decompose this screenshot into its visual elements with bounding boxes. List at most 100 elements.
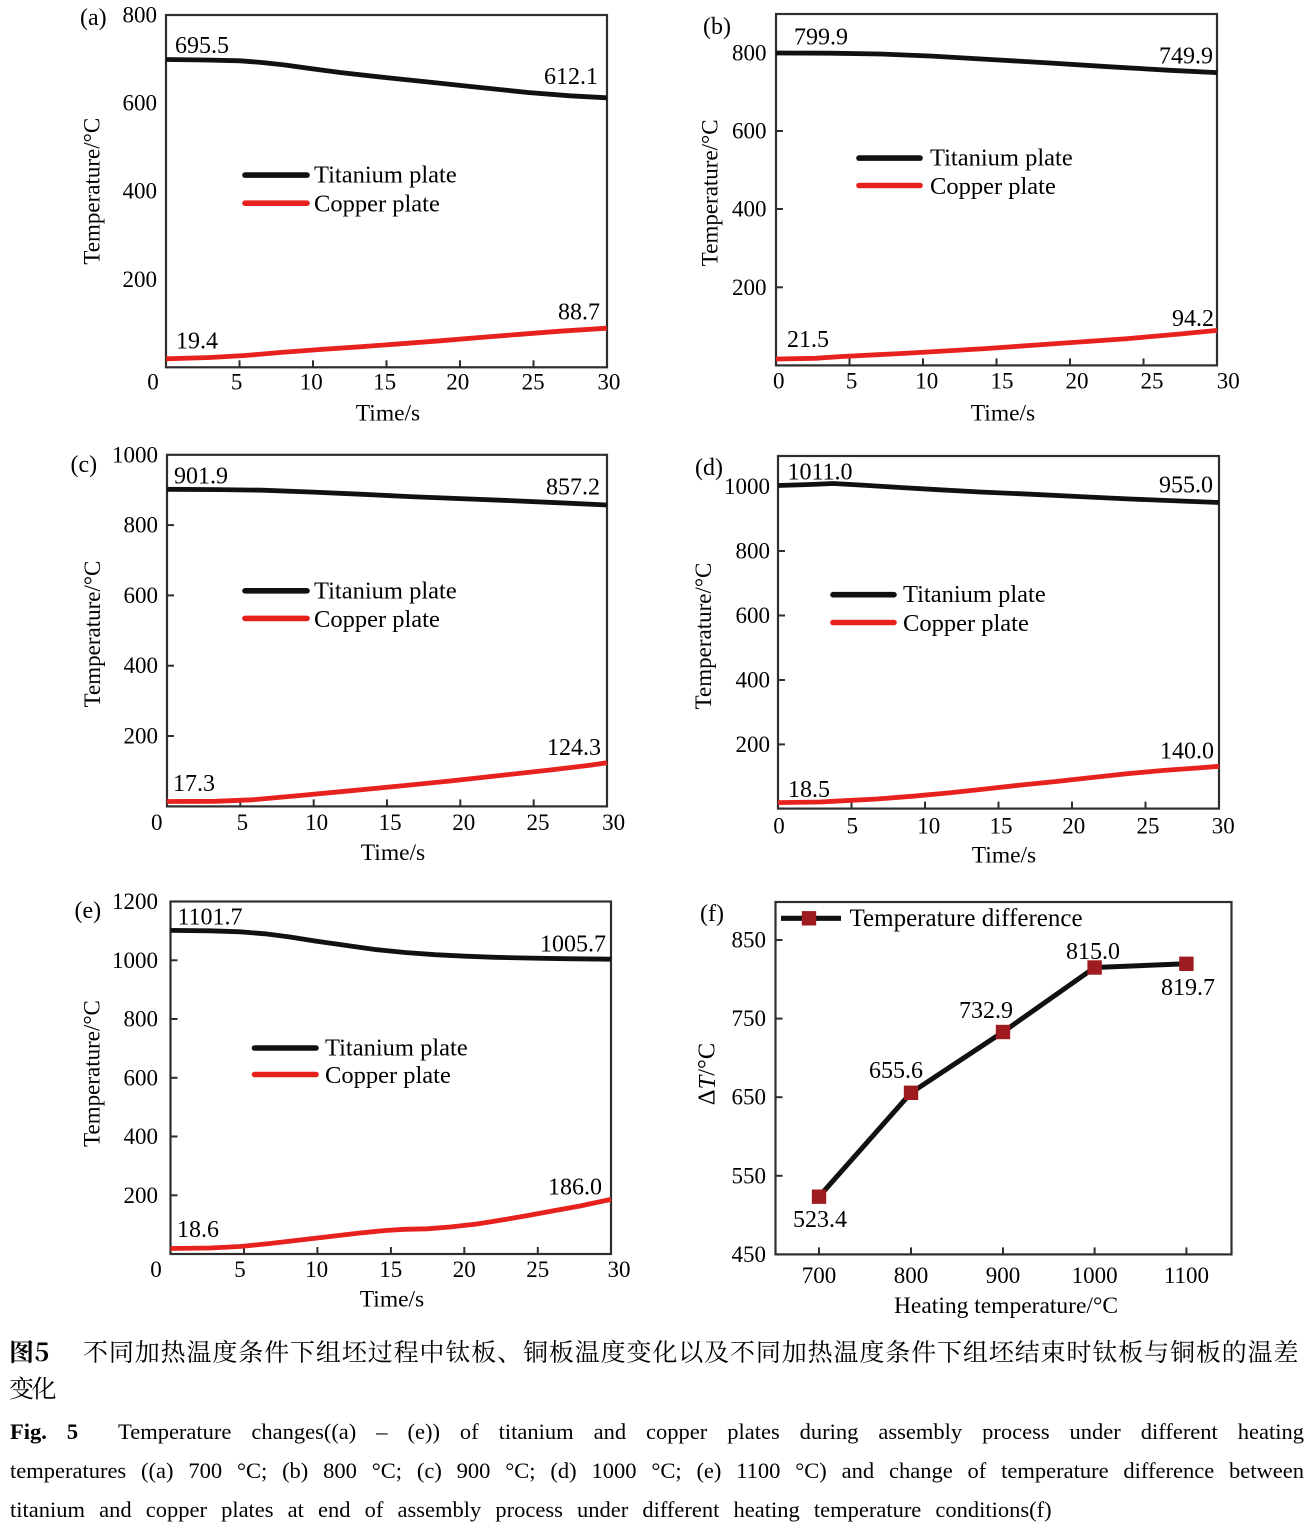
- svg-text:Time/s: Time/s: [361, 840, 425, 866]
- svg-text:400: 400: [124, 653, 159, 678]
- svg-text:Temperature/°C: Temperature/°C: [691, 563, 716, 710]
- svg-text:955.0: 955.0: [1159, 473, 1213, 499]
- svg-text:5: 5: [847, 814, 859, 839]
- svg-text:450: 450: [732, 1242, 767, 1267]
- svg-text:17.3: 17.3: [173, 771, 215, 797]
- svg-text:30: 30: [1217, 369, 1240, 394]
- svg-text:200: 200: [124, 724, 159, 749]
- svg-text:523.4: 523.4: [793, 1207, 847, 1233]
- svg-text:Time/s: Time/s: [360, 1287, 424, 1313]
- svg-text:Temperature/°C: Temperature/°C: [80, 1000, 105, 1147]
- svg-text:(e): (e): [75, 898, 102, 924]
- svg-text:655.6: 655.6: [869, 1058, 923, 1084]
- svg-text:15: 15: [379, 1257, 402, 1282]
- svg-text:88.7: 88.7: [558, 300, 600, 326]
- svg-text:10: 10: [915, 369, 938, 394]
- svg-text:Temperature/°C: Temperature/°C: [80, 561, 105, 708]
- svg-text:25: 25: [526, 1257, 549, 1282]
- svg-text:200: 200: [732, 275, 767, 300]
- svg-text:21.5: 21.5: [787, 327, 829, 353]
- svg-text:1000: 1000: [1072, 1263, 1118, 1288]
- svg-text:857.2: 857.2: [546, 475, 600, 501]
- svg-text:10: 10: [300, 370, 323, 395]
- svg-text:0: 0: [773, 369, 785, 394]
- svg-text:186.0: 186.0: [548, 1175, 602, 1201]
- svg-text:Copper plate: Copper plate: [903, 610, 1029, 637]
- svg-text:612.1: 612.1: [544, 64, 598, 90]
- svg-text:(a): (a): [80, 5, 107, 31]
- svg-text:1100: 1100: [1164, 1263, 1209, 1288]
- svg-text:800: 800: [732, 41, 767, 66]
- svg-text:15: 15: [379, 810, 402, 835]
- svg-text:15: 15: [373, 370, 396, 395]
- svg-text:1011.0: 1011.0: [787, 460, 852, 486]
- svg-text:1101.7: 1101.7: [177, 905, 242, 931]
- svg-text:19.4: 19.4: [176, 329, 218, 355]
- svg-text:600: 600: [736, 603, 771, 628]
- svg-text:25: 25: [1141, 369, 1164, 394]
- svg-text:20: 20: [446, 370, 469, 395]
- svg-text:30: 30: [1212, 814, 1235, 839]
- svg-text:799.9: 799.9: [794, 25, 848, 51]
- svg-text:0: 0: [151, 810, 163, 835]
- svg-text:18.6: 18.6: [177, 1217, 219, 1243]
- svg-text:ΔT/°C: ΔT/°C: [694, 1043, 721, 1105]
- svg-text:5: 5: [231, 370, 243, 395]
- svg-text:5: 5: [237, 810, 249, 835]
- svg-text:5: 5: [234, 1257, 246, 1282]
- svg-text:700: 700: [802, 1263, 837, 1288]
- svg-text:650: 650: [732, 1085, 767, 1110]
- svg-text:Copper plate: Copper plate: [325, 1062, 451, 1089]
- svg-text:800: 800: [736, 539, 771, 564]
- svg-text:Titanium plate: Titanium plate: [314, 162, 457, 189]
- svg-text:Titanium plate: Titanium plate: [325, 1035, 468, 1062]
- svg-text:800: 800: [894, 1263, 929, 1288]
- svg-text:749.9: 749.9: [1159, 44, 1213, 70]
- svg-text:1005.7: 1005.7: [540, 932, 606, 958]
- svg-text:Heating temperature/°C: Heating temperature/°C: [894, 1293, 1118, 1319]
- svg-text:Titanium plate: Titanium plate: [314, 577, 457, 604]
- svg-text:1000: 1000: [112, 442, 158, 467]
- svg-text:140.0: 140.0: [1160, 739, 1214, 765]
- svg-text:750: 750: [732, 1006, 767, 1031]
- svg-text:400: 400: [123, 179, 158, 204]
- svg-text:30: 30: [608, 1257, 631, 1282]
- svg-text:20: 20: [452, 810, 475, 835]
- svg-text:10: 10: [305, 1257, 328, 1282]
- svg-text:0: 0: [147, 370, 159, 395]
- svg-text:Temperature difference: Temperature difference: [850, 905, 1083, 932]
- svg-text:(f): (f): [700, 901, 724, 927]
- svg-text:901.9: 901.9: [174, 464, 228, 490]
- svg-text:200: 200: [123, 267, 158, 292]
- svg-text:Copper plate: Copper plate: [314, 191, 440, 218]
- svg-text:200: 200: [736, 732, 771, 757]
- svg-text:850: 850: [732, 928, 767, 953]
- svg-text:0: 0: [773, 814, 785, 839]
- svg-text:25: 25: [527, 810, 550, 835]
- svg-text:400: 400: [732, 197, 767, 222]
- svg-text:124.3: 124.3: [547, 735, 601, 761]
- svg-text:Titanium plate: Titanium plate: [930, 145, 1073, 172]
- svg-text:15: 15: [990, 814, 1013, 839]
- svg-text:18.5: 18.5: [788, 777, 830, 803]
- svg-text:815.0: 815.0: [1066, 939, 1120, 965]
- svg-text:10: 10: [917, 814, 940, 839]
- svg-text:819.7: 819.7: [1161, 975, 1215, 1001]
- svg-text:800: 800: [123, 3, 158, 28]
- svg-text:400: 400: [736, 668, 771, 693]
- svg-text:Time/s: Time/s: [971, 401, 1035, 427]
- svg-text:0: 0: [150, 1257, 162, 1282]
- svg-text:400: 400: [124, 1124, 159, 1149]
- svg-text:600: 600: [124, 1065, 159, 1090]
- svg-text:(d): (d): [695, 455, 723, 481]
- svg-text:Time/s: Time/s: [356, 401, 420, 427]
- svg-text:Copper plate: Copper plate: [314, 606, 440, 633]
- svg-text:20: 20: [1066, 369, 1089, 394]
- svg-text:10: 10: [305, 810, 328, 835]
- svg-text:600: 600: [732, 119, 767, 144]
- svg-text:800: 800: [124, 1007, 159, 1032]
- svg-text:600: 600: [123, 91, 158, 116]
- svg-text:20: 20: [1062, 814, 1085, 839]
- svg-text:Temperature/°C: Temperature/°C: [80, 118, 105, 265]
- svg-text:5: 5: [846, 369, 858, 394]
